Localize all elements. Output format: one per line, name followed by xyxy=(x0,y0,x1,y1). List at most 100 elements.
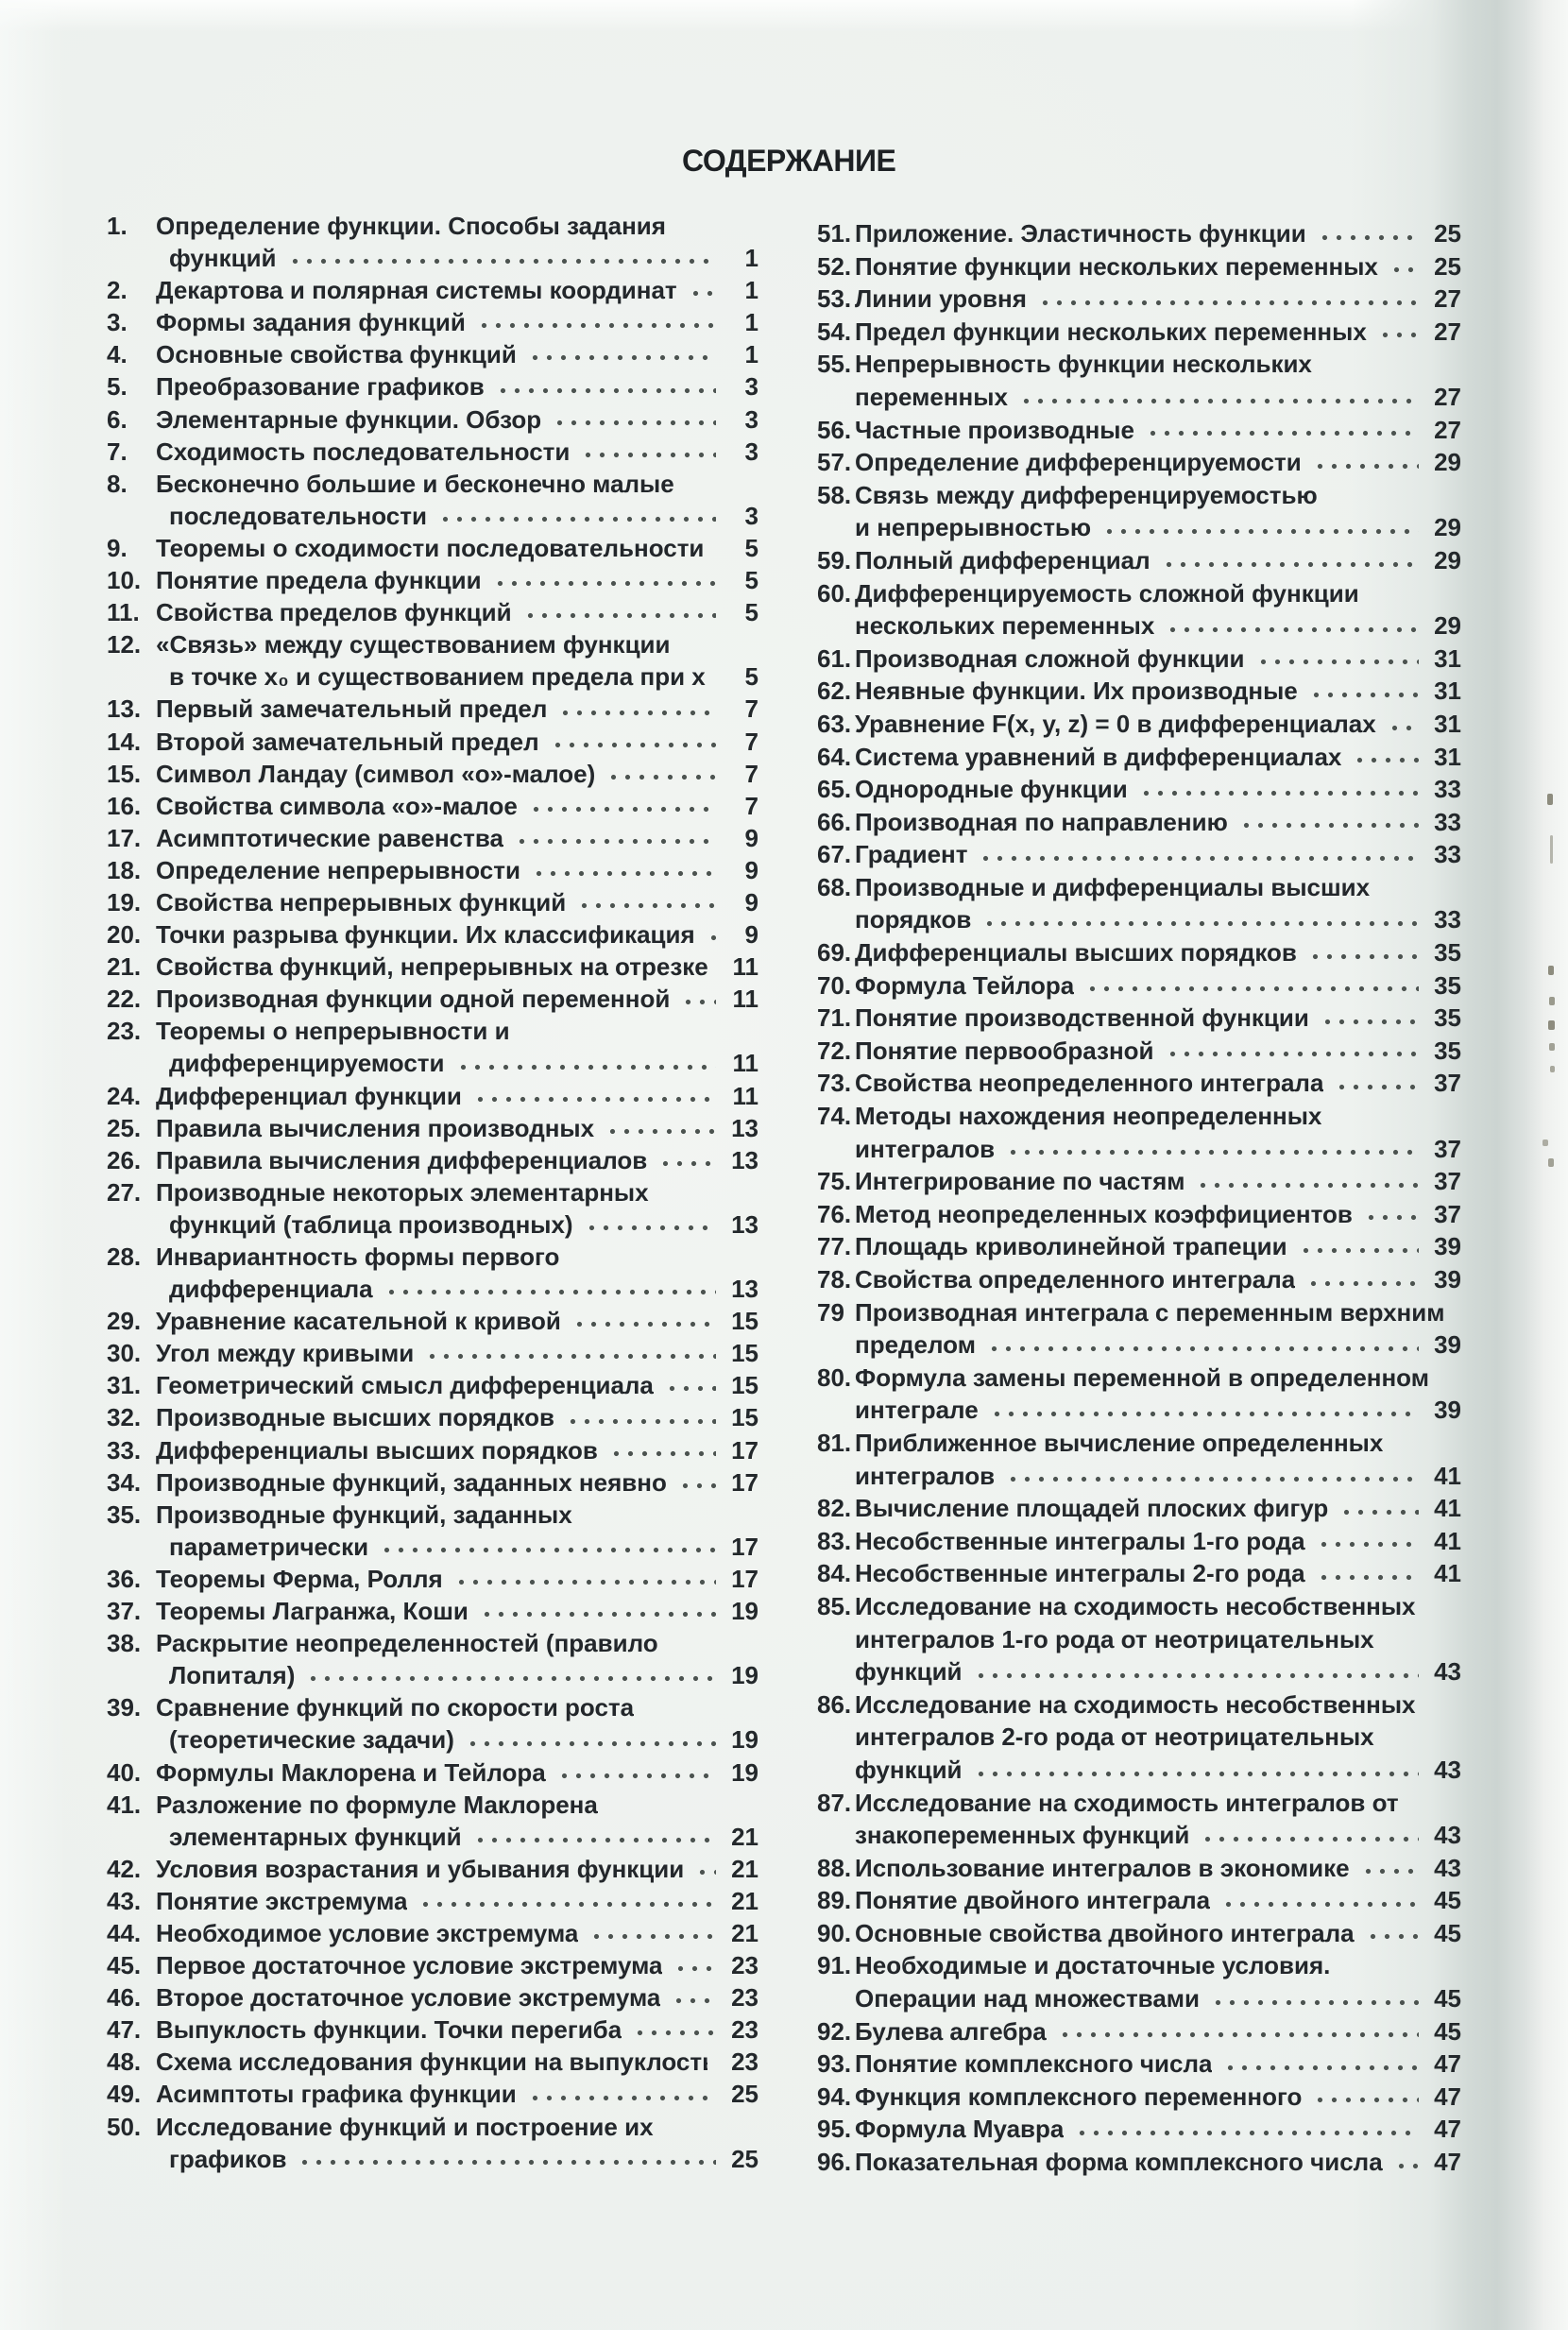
item-text: Исследование на сходимость несобственных xyxy=(855,1591,1416,1620)
toc-entry-line: 54. Предел функции нескольких переменных… xyxy=(817,315,1461,349)
dot-leader xyxy=(1357,1851,1419,1885)
page-number: 47 xyxy=(1434,2082,1461,2111)
page-number: 3 xyxy=(744,501,758,530)
dot-leader xyxy=(1374,315,1419,349)
item-text: Несобственные интегралы 1-го рода xyxy=(855,1526,1305,1555)
toc-column-left: 1. Определение функции. Способы задания … xyxy=(107,210,758,2175)
toc-entry-line: функций 43 xyxy=(817,1655,1461,1688)
dot-leader xyxy=(1142,413,1419,447)
item-number: 39. xyxy=(107,1693,142,1722)
item-text: параметрически xyxy=(169,1532,369,1561)
item-text: Понятие первообразной xyxy=(855,1036,1154,1065)
dot-leader xyxy=(1360,1197,1419,1231)
toc-entry-line: 70. Формула Тейлора 35 xyxy=(817,968,1461,1002)
page-number: 15 xyxy=(731,1403,758,1432)
toc-entry-line: 9. Теоремы о сходимости последовательнос… xyxy=(107,531,758,565)
item-text: Формула Муавра xyxy=(855,2115,1065,2144)
page-number: 39 xyxy=(1434,1330,1461,1360)
page-number: 31 xyxy=(1434,709,1461,738)
item-text: Формы задания функций xyxy=(156,308,466,337)
toc-entry-line: 67. Градиент 33 xyxy=(817,838,1461,871)
item-number: 15. xyxy=(107,759,142,788)
item-text: функций (таблица производных) xyxy=(169,1209,573,1239)
dot-leader xyxy=(1304,936,1419,969)
page-number: 43 xyxy=(1434,1821,1461,1850)
dot-leader xyxy=(1034,283,1419,316)
dot-leader xyxy=(671,1949,716,1982)
dot-leader xyxy=(605,1433,716,1466)
page-number: 37 xyxy=(1434,1199,1461,1228)
item-number: 55. xyxy=(817,350,852,379)
item-text: «Связь» между существованием функции xyxy=(156,630,671,660)
item-text: Производная по направлению xyxy=(855,807,1228,836)
item-number: 83. xyxy=(817,1526,852,1555)
item-number: 79 xyxy=(817,1297,844,1327)
dot-leader xyxy=(422,1337,716,1370)
toc-entry-line: 39. Сравнение функций по скорости роста xyxy=(107,1691,758,1723)
dot-leader xyxy=(525,789,716,822)
toc-entry-line: 25. Правила вычисления производных 13 xyxy=(107,1111,758,1144)
dot-leader xyxy=(1220,2047,1419,2081)
toc-entry-line: 53. Линии уровня 27 xyxy=(817,283,1461,316)
dot-leader xyxy=(1304,1263,1419,1296)
dot-leader xyxy=(284,242,716,275)
item-text: Понятие функции нескольких переменных xyxy=(855,251,1378,281)
item-text: Асимптоты графика функции xyxy=(156,2080,517,2109)
page-number: 17 xyxy=(731,1435,758,1465)
item-number: 60. xyxy=(817,578,852,608)
page-number: 5 xyxy=(744,598,758,627)
page-number: 29 xyxy=(1434,545,1461,574)
item-text: интегралов 1-го рода от неотрицательных xyxy=(855,1624,1374,1653)
page-number: 37 xyxy=(1434,1167,1461,1196)
item-number: 19. xyxy=(107,887,142,917)
page-top-highlight xyxy=(0,0,1568,32)
page-number: 7 xyxy=(744,791,758,820)
toc-entry-line: 86. Исследование на сходимость несобстве… xyxy=(817,1688,1461,1722)
item-text: Геометрический смысл дифференциала xyxy=(156,1371,654,1400)
page-number: 37 xyxy=(1434,1134,1461,1163)
item-text: Понятие двойного интеграла xyxy=(855,1886,1211,1915)
edge-ink-speck xyxy=(1549,1043,1555,1051)
item-text: Непрерывность функции нескольких xyxy=(855,350,1312,379)
page-number: 45 xyxy=(1434,1984,1461,2013)
page-number: 7 xyxy=(744,727,758,756)
page-left-highlight xyxy=(0,0,66,2330)
dot-leader xyxy=(1253,642,1419,676)
toc-entry-line: 72. Понятие первообразной 35 xyxy=(817,1034,1461,1068)
toc-entry-line: Лопиталя) 19 xyxy=(107,1659,758,1692)
item-text: Первый замечательный предел xyxy=(156,694,548,724)
page-number: 35 xyxy=(1434,1036,1461,1065)
item-text: Условия возрастания и убывания функции xyxy=(156,1854,685,1883)
item-number: 61. xyxy=(817,643,852,673)
dot-leader xyxy=(550,403,716,436)
dot-leader xyxy=(451,1562,716,1596)
dot-leader xyxy=(524,2078,716,2111)
toc-entry-line: 32. Производные высших порядков 15 xyxy=(107,1401,758,1434)
page-number: 41 xyxy=(1434,1494,1461,1523)
toc-entry-line: 42. Условия возрастания и убывания функц… xyxy=(107,1852,758,1885)
dot-leader xyxy=(574,885,716,919)
item-text: Линии уровня xyxy=(855,284,1027,314)
page-number: 1 xyxy=(744,308,758,337)
page-number: 31 xyxy=(1434,643,1461,673)
item-text: Вычисление площадей плоских фигур xyxy=(855,1494,1329,1523)
toc-entry-line: 5. Преобразование графиков 3 xyxy=(107,370,758,403)
toc-entry-line: 48. Схема исследования функции на выпукл… xyxy=(107,2046,758,2078)
toc-entry-line: 95. Формула Муавра 47 xyxy=(817,2113,1461,2147)
item-text: Понятие экстремума xyxy=(156,1886,408,1915)
page-number: 47 xyxy=(1434,2148,1461,2177)
page-number: 15 xyxy=(731,1371,758,1400)
page-number: 41 xyxy=(1434,1461,1461,1490)
item-text: интегралов xyxy=(855,1461,996,1490)
item-text: Символ Ландау (символ «о»-малое) xyxy=(156,759,596,788)
page-number: 19 xyxy=(731,1597,758,1626)
item-text: Понятие предела функции xyxy=(156,566,482,595)
page-number: 45 xyxy=(1434,1918,1461,1947)
item-number: 53. xyxy=(817,284,852,314)
page-number: 11 xyxy=(732,1081,759,1110)
item-number: 87. xyxy=(817,1788,852,1817)
item-text: Производная сложной функции xyxy=(855,643,1245,673)
dot-leader xyxy=(554,1756,716,1789)
dot-leader xyxy=(1390,2146,1419,2179)
item-number: 16. xyxy=(107,791,142,820)
